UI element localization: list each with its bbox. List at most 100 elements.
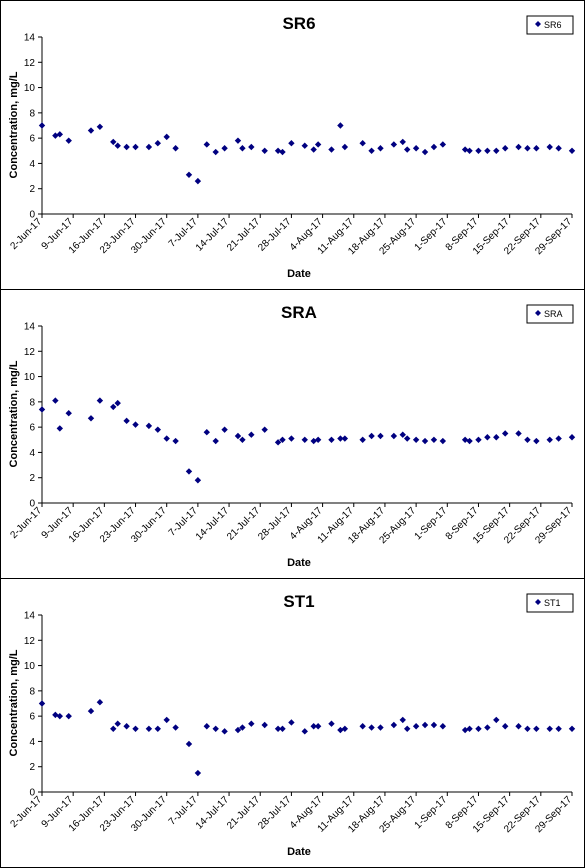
data-point [154, 426, 161, 433]
data-point [524, 436, 531, 443]
data-point [221, 728, 228, 735]
x-tick-label: 1-Sep-17 [413, 794, 450, 831]
data-point [52, 397, 59, 404]
y-tick-label: 12 [24, 636, 36, 647]
data-point [123, 417, 130, 425]
data-point [404, 725, 411, 732]
x-tick-label: 28-Jul-17 [256, 216, 294, 254]
data-point [368, 724, 375, 731]
data-point [368, 432, 375, 440]
data-point [288, 435, 295, 442]
data-point [203, 723, 210, 730]
data-point [163, 716, 170, 724]
data-point [212, 437, 219, 445]
y-tick-label: 2 [29, 762, 35, 773]
data-point [484, 724, 491, 731]
data-point [261, 721, 268, 729]
data-point [38, 700, 46, 707]
data-point [145, 422, 153, 430]
data-point [163, 435, 170, 442]
data-point [65, 712, 72, 720]
data-point [493, 434, 500, 441]
data-point [377, 145, 384, 152]
data-point [568, 434, 576, 441]
y-ticks: 0 2 4 6 8 10 12 14 [24, 33, 42, 221]
data-point [484, 147, 491, 154]
x-tick-label: 28-Jul-17 [256, 794, 294, 832]
data-point [110, 138, 117, 146]
data-point [359, 436, 366, 443]
data-point [399, 138, 406, 146]
y-tick-label: 10 [24, 83, 36, 94]
data-point [399, 431, 406, 438]
data-point [96, 123, 104, 130]
data-point [248, 431, 255, 438]
data-point [194, 769, 202, 777]
data-point [87, 415, 95, 422]
data-point [274, 439, 282, 446]
legend-box [526, 15, 574, 35]
x-tick-label: 28-Jul-17 [256, 505, 294, 543]
data-point [185, 171, 193, 179]
legend-marker [535, 310, 541, 316]
y-tick-label: 8 [29, 686, 35, 697]
data-point [123, 723, 130, 730]
data-points [38, 397, 576, 484]
data-point [87, 707, 95, 715]
data-point [185, 740, 193, 748]
data-point [337, 122, 344, 129]
data-point [154, 140, 161, 147]
x-ticks: 2-Jun-179-Jun-1716-Jun-1723-Jun-1730-Jun… [8, 214, 574, 257]
y-axis-label: Concentration, mg/L [8, 71, 20, 178]
data-point [314, 723, 322, 730]
x-ticks: 2-Jun-179-Jun-1716-Jun-1723-Jun-1730-Jun… [8, 792, 574, 835]
data-point [221, 145, 228, 152]
data-point [38, 406, 46, 413]
data-point [466, 147, 473, 154]
data-point [524, 725, 531, 732]
data-point [515, 430, 522, 437]
y-tick-label: 4 [29, 448, 35, 459]
data-point [568, 725, 576, 732]
data-point [533, 437, 540, 445]
data-point [475, 147, 482, 154]
y-tick-label: 14 [24, 33, 36, 44]
data-point [341, 435, 349, 442]
y-tick-label: 10 [24, 372, 36, 383]
y-tick-label: 14 [24, 322, 36, 333]
data-point [96, 397, 104, 404]
legend-label: ST1 [544, 598, 561, 608]
data-point [279, 436, 286, 443]
data-point [484, 434, 491, 441]
data-point [301, 142, 308, 149]
data-point [501, 430, 509, 437]
y-tick-label: 0 [29, 210, 35, 221]
data-point [261, 426, 268, 433]
data-point [172, 724, 179, 731]
data-point [194, 477, 202, 484]
y-tick-label: 8 [29, 108, 35, 119]
data-point [404, 146, 411, 153]
data-point [114, 399, 121, 407]
data-point [261, 147, 268, 154]
data-point [96, 699, 104, 706]
data-point [412, 436, 420, 443]
legend-label: SR6 [544, 20, 562, 30]
data-point [475, 436, 482, 443]
data-point [203, 429, 210, 436]
data-point [568, 147, 576, 154]
data-point [163, 133, 170, 141]
data-point [359, 723, 366, 730]
data-point [399, 716, 406, 724]
data-point [546, 143, 553, 151]
data-point [359, 140, 366, 147]
data-point [301, 436, 308, 443]
data-point [65, 137, 72, 144]
data-point [65, 410, 72, 417]
data-point [430, 436, 438, 443]
data-point [439, 141, 447, 148]
data-point [145, 143, 153, 151]
chart-sr6: SR6 Date Concentration, mg/L SR6 0 2 4 6 8 10… [8, 14, 576, 280]
y-tick-label: 0 [29, 788, 35, 799]
legend-marker [535, 599, 541, 605]
